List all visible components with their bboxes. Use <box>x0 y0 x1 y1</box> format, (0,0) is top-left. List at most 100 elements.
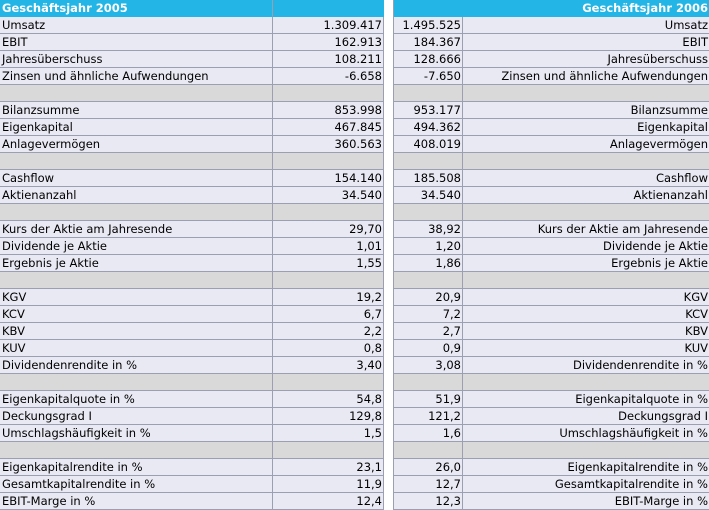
label-2006-cell[interactable]: Eigenkapitalrendite in % <box>463 459 709 476</box>
value-2006-cell[interactable]: 953.177 <box>394 102 463 119</box>
value-2005-cell[interactable]: 1,5 <box>273 425 384 442</box>
label-cell[interactable] <box>0 85 273 102</box>
value-2006-cell[interactable] <box>394 442 463 459</box>
label-2006-cell[interactable]: Dividende je Aktie <box>463 238 709 255</box>
label-2006-cell[interactable]: Aktienanzahl <box>463 187 709 204</box>
value-2005-cell[interactable]: 0,8 <box>273 340 384 357</box>
label-2006-cell[interactable]: Kurs der Aktie am Jahresende <box>463 221 709 238</box>
value-2005-cell[interactable] <box>273 442 384 459</box>
header-cell-blank[interactable] <box>394 0 463 17</box>
value-2005-cell[interactable]: 360.563 <box>273 136 384 153</box>
label-cell[interactable]: Eigenkapitalquote in % <box>0 391 273 408</box>
label-cell[interactable]: Umsatz <box>0 17 273 34</box>
header-cell-2006[interactable]: Geschäftsjahr 2006 <box>463 0 709 17</box>
label-2006-cell[interactable]: Cashflow <box>463 170 709 187</box>
label-2006-cell[interactable]: Umsatz <box>463 17 709 34</box>
value-2006-cell[interactable] <box>394 85 463 102</box>
label-cell[interactable] <box>0 374 273 391</box>
value-2005-cell[interactable]: 12,4 <box>273 493 384 510</box>
label-2006-cell[interactable]: Zinsen und ähnliche Aufwendungen <box>463 68 709 85</box>
header-cell-2005[interactable]: Geschäftsjahr 2005 <box>0 0 273 17</box>
value-2005-cell[interactable]: 853.998 <box>273 102 384 119</box>
label-cell[interactable]: Dividende je Aktie <box>0 238 273 255</box>
value-2006-cell[interactable]: 3,08 <box>394 357 463 374</box>
value-2006-cell[interactable]: 7,2 <box>394 306 463 323</box>
value-2005-cell[interactable]: 11,9 <box>273 476 384 493</box>
label-cell[interactable] <box>0 272 273 289</box>
value-2005-cell[interactable]: 1.309.417 <box>273 17 384 34</box>
label-2006-cell[interactable]: EBIT <box>463 34 709 51</box>
value-2006-cell[interactable]: 12,3 <box>394 493 463 510</box>
value-2006-cell[interactable] <box>394 272 463 289</box>
label-cell[interactable]: Eigenkapital <box>0 119 273 136</box>
value-2005-cell[interactable] <box>273 153 384 170</box>
label-cell[interactable]: Eigenkapitalrendite in % <box>0 459 273 476</box>
value-2006-cell[interactable]: 26,0 <box>394 459 463 476</box>
label-cell[interactable]: Ergebnis je Aktie <box>0 255 273 272</box>
label-2006-cell[interactable]: KUV <box>463 340 709 357</box>
value-2005-cell[interactable]: 29,70 <box>273 221 384 238</box>
value-2006-cell[interactable]: 2,7 <box>394 323 463 340</box>
label-2006-cell[interactable]: Ergebnis je Aktie <box>463 255 709 272</box>
value-2006-cell[interactable]: 494.362 <box>394 119 463 136</box>
value-2006-cell[interactable]: 38,92 <box>394 221 463 238</box>
value-2006-cell[interactable]: 1,6 <box>394 425 463 442</box>
value-2005-cell[interactable]: 154.140 <box>273 170 384 187</box>
value-2006-cell[interactable]: -7.650 <box>394 68 463 85</box>
value-2006-cell[interactable] <box>394 153 463 170</box>
value-2006-cell[interactable] <box>394 374 463 391</box>
label-cell[interactable]: EBIT-Marge in % <box>0 493 273 510</box>
value-2006-cell[interactable]: 128.666 <box>394 51 463 68</box>
value-2005-cell[interactable]: 2,2 <box>273 323 384 340</box>
label-2006-cell[interactable]: Eigenkapitalquote in % <box>463 391 709 408</box>
value-2005-cell[interactable] <box>273 85 384 102</box>
label-cell[interactable]: KCV <box>0 306 273 323</box>
value-2005-cell[interactable]: 1,01 <box>273 238 384 255</box>
label-cell[interactable]: Cashflow <box>0 170 273 187</box>
label-2006-cell[interactable] <box>463 85 709 102</box>
label-2006-cell[interactable]: KBV <box>463 323 709 340</box>
value-2005-cell[interactable]: 162.913 <box>273 34 384 51</box>
label-2006-cell[interactable]: Eigenkapital <box>463 119 709 136</box>
label-cell[interactable]: Kurs der Aktie am Jahresende <box>0 221 273 238</box>
label-cell[interactable]: Zinsen und ähnliche Aufwendungen <box>0 68 273 85</box>
label-cell[interactable] <box>0 153 273 170</box>
value-2006-cell[interactable]: 408.019 <box>394 136 463 153</box>
value-2005-cell[interactable] <box>273 204 384 221</box>
value-2005-cell[interactable]: 19,2 <box>273 289 384 306</box>
value-2005-cell[interactable]: 108.211 <box>273 51 384 68</box>
value-2006-cell[interactable]: 0,9 <box>394 340 463 357</box>
value-2005-cell[interactable]: 467.845 <box>273 119 384 136</box>
value-2006-cell[interactable]: 184.367 <box>394 34 463 51</box>
label-cell[interactable]: Jahresüberschuss <box>0 51 273 68</box>
value-2006-cell[interactable] <box>394 204 463 221</box>
label-cell[interactable] <box>0 442 273 459</box>
label-2006-cell[interactable]: EBIT-Marge in % <box>463 493 709 510</box>
value-2005-cell[interactable]: 34.540 <box>273 187 384 204</box>
value-2006-cell[interactable]: 20,9 <box>394 289 463 306</box>
label-2006-cell[interactable]: KCV <box>463 306 709 323</box>
value-2005-cell[interactable]: 23,1 <box>273 459 384 476</box>
label-cell[interactable]: Bilanzsumme <box>0 102 273 119</box>
value-2006-cell[interactable]: 1,86 <box>394 255 463 272</box>
header-cell-blank[interactable] <box>273 0 384 17</box>
label-cell[interactable]: Deckungsgrad I <box>0 408 273 425</box>
label-cell[interactable]: KBV <box>0 323 273 340</box>
label-cell[interactable]: Anlagevermögen <box>0 136 273 153</box>
label-2006-cell[interactable] <box>463 204 709 221</box>
value-2005-cell[interactable] <box>273 272 384 289</box>
value-2006-cell[interactable]: 1.495.525 <box>394 17 463 34</box>
value-2006-cell[interactable]: 12,7 <box>394 476 463 493</box>
label-2006-cell[interactable]: Gesamtkapitalrendite in % <box>463 476 709 493</box>
value-2006-cell[interactable]: 1,20 <box>394 238 463 255</box>
value-2005-cell[interactable]: 3,40 <box>273 357 384 374</box>
label-cell[interactable]: Umschlagshäufigkeit in % <box>0 425 273 442</box>
label-2006-cell[interactable]: Anlagevermögen <box>463 136 709 153</box>
label-2006-cell[interactable]: Bilanzsumme <box>463 102 709 119</box>
value-2006-cell[interactable]: 34.540 <box>394 187 463 204</box>
label-2006-cell[interactable]: Deckungsgrad I <box>463 408 709 425</box>
label-2006-cell[interactable]: Jahresüberschuss <box>463 51 709 68</box>
label-cell[interactable]: Dividendenrendite in % <box>0 357 273 374</box>
label-2006-cell[interactable] <box>463 272 709 289</box>
value-2006-cell[interactable]: 185.508 <box>394 170 463 187</box>
